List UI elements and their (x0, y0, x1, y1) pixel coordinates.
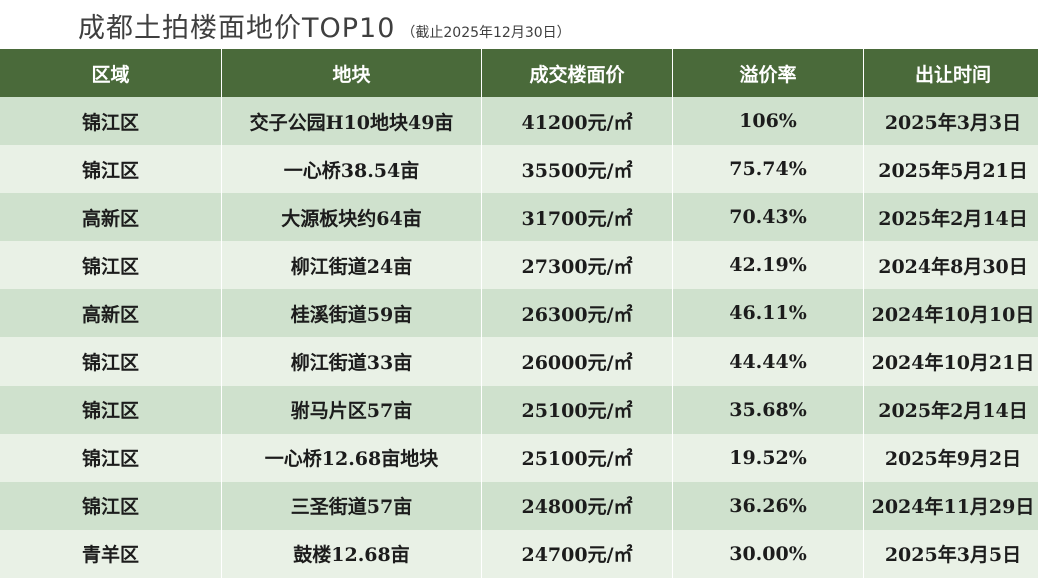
cell-sale-date: 2024年10月10日 (864, 289, 1038, 338)
title-main: 成都土拍楼面地价TOP10 (78, 13, 396, 44)
cell-sale-date: 2025年3月5日 (864, 529, 1038, 578)
cell-sale-date: 2024年10月21日 (864, 337, 1038, 386)
cell-parcel: 一心桥12.68亩地块 (222, 433, 481, 482)
cell-region: 锦江区 (0, 241, 221, 290)
cell-region: 锦江区 (0, 481, 221, 530)
cell-region: 高新区 (0, 289, 221, 338)
title-subtitle: （截止2025年12月30日） (401, 25, 571, 41)
cell-sale-date: 2025年9月2日 (864, 433, 1038, 482)
chart-title: 成都土拍楼面地价TOP10 （截止2025年12月30日） (78, 6, 571, 46)
cell-region: 锦江区 (0, 385, 221, 434)
column-header-region: 区域 (0, 49, 221, 97)
cell-premium-rate: 75.74% (673, 145, 863, 194)
cell-floor-price: 26000元/㎡ (482, 337, 672, 386)
cell-premium-rate: 35.68% (673, 385, 863, 434)
cell-sale-date: 2025年2月14日 (864, 193, 1038, 242)
cell-premium-rate: 36.26% (673, 481, 863, 530)
cell-parcel: 桂溪街道59亩 (222, 289, 481, 338)
cell-region: 锦江区 (0, 145, 221, 194)
cell-premium-rate: 30.00% (673, 529, 863, 578)
column-header-premium-rate: 溢价率 (673, 49, 863, 97)
cell-premium-rate: 42.19% (673, 241, 863, 290)
cell-parcel: 柳江街道24亩 (222, 241, 481, 290)
cell-sale-date: 2025年2月14日 (864, 385, 1038, 434)
cell-floor-price: 24800元/㎡ (482, 481, 672, 530)
cell-parcel: 驸马片区57亩 (222, 385, 481, 434)
cell-region: 高新区 (0, 193, 221, 242)
cell-floor-price: 35500元/㎡ (482, 145, 672, 194)
cell-sale-date: 2025年3月3日 (864, 97, 1038, 146)
cell-parcel: 柳江街道33亩 (222, 337, 481, 386)
cell-floor-price: 24700元/㎡ (482, 529, 672, 578)
cell-parcel: 一心桥38.54亩 (222, 145, 481, 194)
cell-premium-rate: 46.11% (673, 289, 863, 338)
cell-floor-price: 41200元/㎡ (482, 97, 672, 146)
cell-premium-rate: 70.43% (673, 193, 863, 242)
cell-premium-rate: 44.44% (673, 337, 863, 386)
land-price-table: 区域 地块 成交楼面价 溢价率 出让时间 锦江区 交子公园H10地块49亩 41200元/㎡ 1… (0, 49, 1038, 578)
cell-parcel: 交子公园H10地块49亩 (222, 97, 481, 146)
cell-parcel: 三圣街道57亩 (222, 481, 481, 530)
cell-region: 青羊区 (0, 529, 221, 578)
cell-region: 锦江区 (0, 433, 221, 482)
cell-region: 锦江区 (0, 337, 221, 386)
cell-sale-date: 2025年5月21日 (864, 145, 1038, 194)
column-header-sale-date: 出让时间 (864, 49, 1038, 97)
column-header-parcel: 地块 (222, 49, 481, 97)
cell-premium-rate: 106% (673, 97, 863, 146)
cell-region: 锦江区 (0, 97, 221, 146)
cell-floor-price: 31700元/㎡ (482, 193, 672, 242)
cell-floor-price: 25100元/㎡ (482, 433, 672, 482)
cell-parcel: 大源板块约64亩 (222, 193, 481, 242)
cell-floor-price: 26300元/㎡ (482, 289, 672, 338)
cell-floor-price: 27300元/㎡ (482, 241, 672, 290)
cell-parcel: 鼓楼12.68亩 (222, 529, 481, 578)
cell-sale-date: 2024年11月29日 (864, 481, 1038, 530)
column-header-floor-price: 成交楼面价 (482, 49, 672, 97)
cell-floor-price: 25100元/㎡ (482, 385, 672, 434)
cell-premium-rate: 19.52% (673, 433, 863, 482)
cell-sale-date: 2024年8月30日 (864, 241, 1038, 290)
